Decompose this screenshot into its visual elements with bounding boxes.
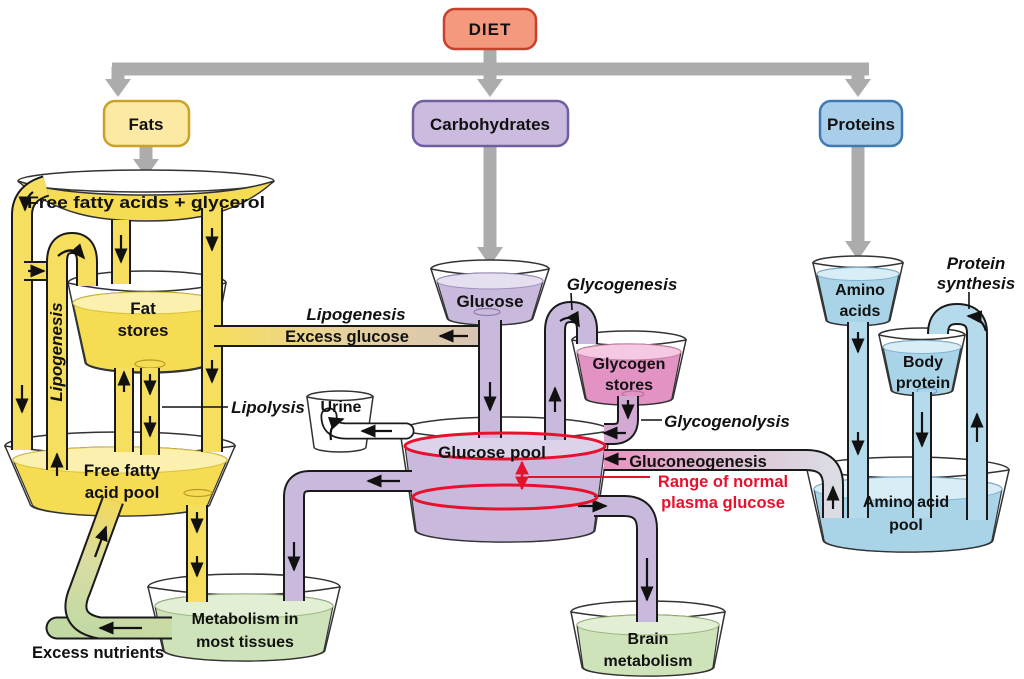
fats-box-label: Fats bbox=[129, 115, 164, 134]
arrow-glycogenesis-curve bbox=[559, 310, 580, 328]
glycogen-liquid-surface bbox=[576, 343, 682, 361]
proteins-box: Proteins bbox=[818, 99, 904, 148]
diet-box: DIET bbox=[442, 7, 538, 51]
fats-branch-arrowhead bbox=[105, 79, 131, 97]
lipogenesis-vertical-label: Lipogenesis bbox=[47, 302, 66, 401]
glucose-funnel-drain bbox=[473, 307, 501, 317]
amino-funnel-liquid-surface bbox=[816, 267, 900, 281]
glucose-pool-label: Glucose pool bbox=[438, 443, 546, 462]
protein-synthesis-label-1: Protein bbox=[947, 254, 1006, 273]
excess-glucose-label: Excess glucose bbox=[285, 328, 409, 346]
glucose-funnel bbox=[429, 259, 551, 326]
metabolism-label-2: most tissues bbox=[196, 634, 294, 651]
glycogenolysis-label: Glycogenolysis bbox=[664, 412, 790, 431]
plasma-range-ring-upper bbox=[403, 431, 607, 461]
plasma-range-annotation bbox=[403, 431, 650, 511]
arrow-synthesis-curve bbox=[966, 310, 988, 332]
diet-box-label: DIET bbox=[469, 20, 512, 39]
amino-pool-label-2: pool bbox=[889, 517, 923, 534]
protein-synthesis-label-2: synthesis bbox=[937, 274, 1015, 293]
arrow-lipogenesis-curve bbox=[57, 243, 86, 260]
gluconeogenesis-label: Gluconeogenesis bbox=[629, 453, 767, 471]
glycogen-label-2: stores bbox=[605, 377, 653, 394]
fat-stores-container bbox=[67, 270, 227, 374]
plasma-range-label-1: Range of normal bbox=[658, 473, 788, 491]
proteins-box-shape bbox=[818, 99, 904, 148]
fats-box: Fats bbox=[102, 99, 191, 148]
body-protein-label-2: protein bbox=[896, 375, 950, 392]
amino-acids-funnel bbox=[812, 255, 904, 327]
body-protein-label-1: Body bbox=[903, 354, 943, 371]
ffa-pool-label-1: Free fatty bbox=[84, 461, 161, 480]
diet-box-shape bbox=[442, 7, 538, 51]
ffa-dish-rim bbox=[17, 169, 275, 193]
glycogen-stores-container bbox=[571, 330, 687, 406]
diet-distribution-arrows bbox=[105, 46, 871, 266]
ffa-glycerol-label: Free fatty acids + glycerol bbox=[27, 194, 265, 212]
arrow-dish-left-top bbox=[18, 191, 34, 212]
pointer-lines bbox=[162, 292, 970, 421]
fats-to-dish-arrowhead bbox=[133, 159, 159, 177]
carbs-branch-arrowhead bbox=[477, 79, 503, 97]
brain-label-2: metabolism bbox=[604, 653, 693, 670]
amino-acids-label-2: acids bbox=[840, 303, 881, 320]
ffa-pool-drain bbox=[183, 488, 213, 498]
proteins-box-label: Proteins bbox=[827, 115, 895, 134]
lipolysis-label: Lipolysis bbox=[231, 398, 305, 417]
proteins-branch-arrowhead bbox=[845, 79, 871, 97]
plasma-range-label-2: plasma glucose bbox=[661, 494, 785, 512]
fats-box-shape bbox=[102, 99, 191, 148]
flow-arrows bbox=[15, 191, 988, 635]
carbs-to-funnel-arrowhead bbox=[477, 247, 503, 266]
body-protein-liquid-surface bbox=[882, 340, 962, 354]
carbohydrates-box-shape bbox=[411, 99, 570, 148]
carbohydrates-box: Carbohydrates bbox=[411, 99, 570, 148]
amino-acids-label-1: Amino bbox=[835, 282, 885, 299]
brain-label-1: Brain bbox=[628, 631, 669, 648]
glucose-funnel-label: Glucose bbox=[456, 292, 523, 311]
arrow-urine-up bbox=[327, 417, 345, 441]
metabolism-label-1: Metabolism in bbox=[192, 611, 299, 628]
amino-pool-label-1: Amino acid bbox=[863, 494, 949, 511]
arrow-excess-nutrients-up bbox=[93, 525, 108, 558]
excess-nutrients-label: Excess nutrients bbox=[32, 644, 164, 662]
labels: Free fatty acids + glycerol Fat stores L… bbox=[27, 194, 1015, 670]
proteins-to-funnel-arrowhead bbox=[845, 241, 871, 260]
glycogenesis-label: Glycogenesis bbox=[567, 275, 678, 294]
glucose-funnel-liquid-surface bbox=[436, 272, 544, 290]
fat-stores-label-1: Fat bbox=[130, 299, 156, 318]
glycogen-label-1: Glycogen bbox=[593, 356, 666, 373]
carbohydrates-box-label: Carbohydrates bbox=[430, 115, 550, 134]
glycogenesis-pointer bbox=[570, 292, 573, 311]
urine-label: Urine bbox=[321, 399, 362, 416]
body-protein-container bbox=[878, 327, 966, 397]
lipogenesis-pipe-label: Lipogenesis bbox=[306, 305, 405, 324]
fat-stores-label-2: stores bbox=[117, 321, 168, 340]
ffa-pool-label-2: acid pool bbox=[85, 483, 160, 502]
plasma-range-ring-lower bbox=[411, 483, 599, 511]
